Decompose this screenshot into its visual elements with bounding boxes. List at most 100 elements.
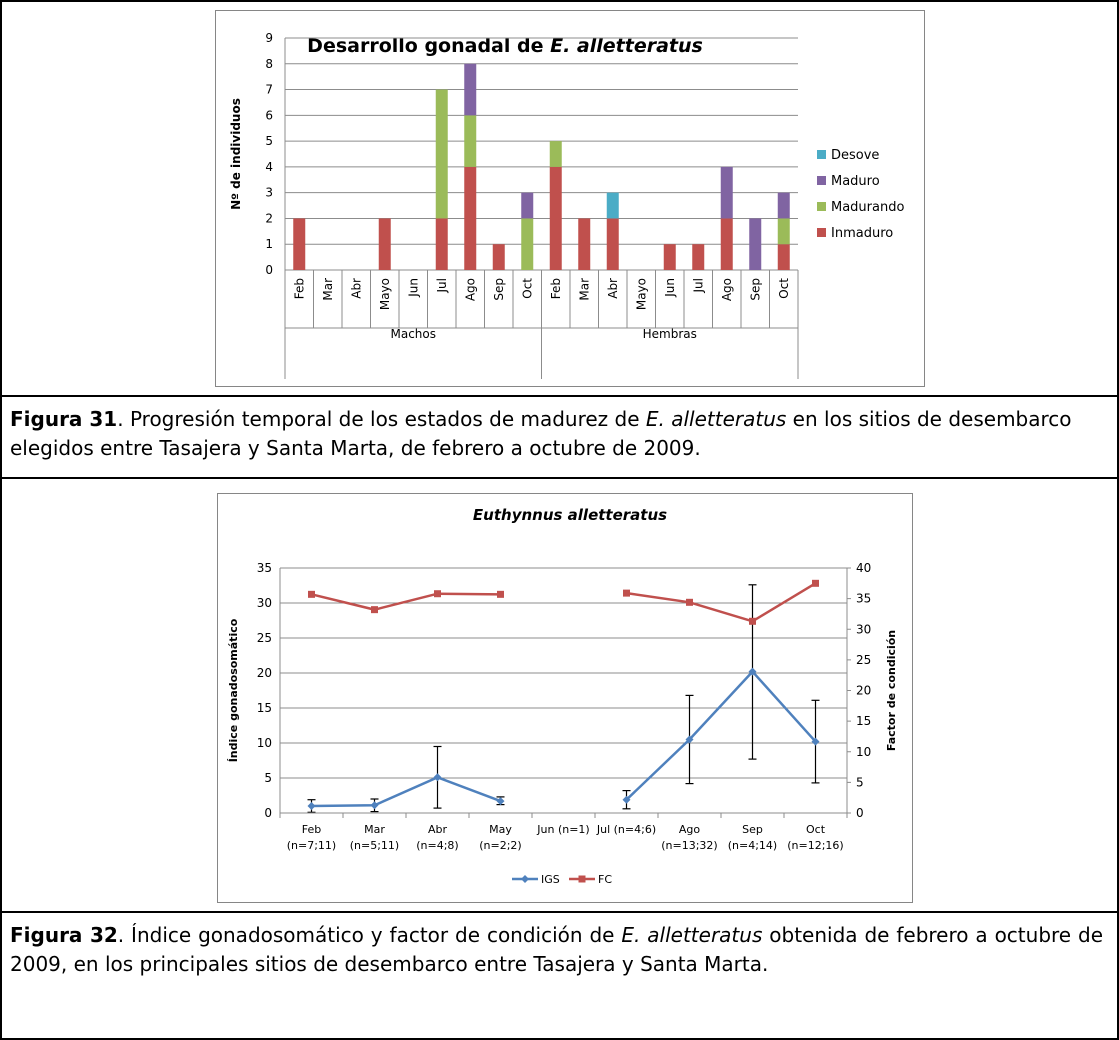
bar-segment-inmaduro (720, 218, 733, 270)
x-tick-label: Feb (292, 278, 306, 299)
y-tick-label: 6 (265, 108, 273, 122)
chart-title: Euthynnus alletteratus (473, 506, 667, 524)
figure-31-cell: Desarrollo gonadal de E. alletteratus 0 1 2… (0, 0, 1119, 395)
caption-species: E. alletteratus (621, 923, 763, 947)
y-tick-label: 25 (257, 631, 272, 645)
y2-tick-label: 25 (856, 653, 871, 667)
x-tick-label: Mar (577, 278, 591, 301)
x-tick-label: Oct (777, 278, 791, 299)
y-tick-label: 5 (264, 771, 272, 785)
y-axis-label: Nº de individuos (229, 98, 243, 210)
y-tick-label: 20 (257, 666, 272, 680)
gonadal-development-chart: Desarrollo gonadal de E. alletteratus 0 1 2… (215, 10, 925, 387)
y2-tick-label: 5 (856, 775, 864, 789)
y-tick-label: 5 (265, 134, 273, 148)
figure-31-caption: Figura 31. Progresión temporal de los es… (10, 405, 1103, 463)
point-fc (371, 606, 378, 614)
y-tick-label: 0 (265, 263, 273, 277)
chart-title-text: Desarrollo gonadal de (307, 35, 550, 57)
legend-label: IGS (541, 873, 560, 886)
group-label: Hembras (643, 327, 697, 341)
point-igs (496, 797, 505, 806)
group-label: Machos (390, 327, 436, 341)
point-igs (433, 773, 442, 782)
x-tick-label: Ago (463, 278, 477, 301)
y-tick-label: 30 (257, 596, 272, 610)
point-fc (749, 617, 756, 625)
bar-segment-inmaduro (663, 244, 676, 270)
point-fc (686, 598, 693, 606)
bar-segment-madurando (777, 218, 790, 245)
y-axis-label: Índice gonadosomático (227, 618, 240, 762)
x-tick-label: Jun (663, 278, 677, 298)
caption-label: Figura 32 (10, 923, 118, 947)
bar-segment-inmaduro (492, 244, 505, 270)
series-line-igs (311, 775, 501, 808)
x-tick-sublabel: (n=13;32) (661, 839, 717, 852)
x-tick-label: May (489, 823, 512, 836)
caption-label: Figura 31 (10, 407, 118, 431)
caption-text: . Progresión temporal de los estados de … (117, 407, 646, 431)
bar-segment-madurando (464, 115, 477, 167)
caption-species: E. alletteratus (645, 407, 787, 431)
bar-segment-madurando (435, 89, 448, 219)
point-igs (307, 802, 316, 810)
legend-label: Desove (831, 148, 879, 163)
bar-segment-inmaduro (692, 244, 705, 270)
y-tick-label: 35 (257, 561, 272, 575)
legend-marker (521, 875, 529, 883)
bar-segment-inmaduro (293, 218, 306, 270)
legend-label: Madurando (831, 200, 904, 215)
figure-32-caption: Figura 32. Índice gonadosomático y facto… (10, 921, 1103, 979)
x-tick-label: Sep (742, 823, 763, 836)
y-tick-label: 0 (264, 806, 272, 820)
legend-label: Maduro (831, 174, 880, 189)
chart-frame (215, 10, 925, 387)
x-tick-sublabel: (n=12;16) (787, 839, 843, 852)
series-line-fc (626, 582, 817, 623)
chart-title-species: E. alletteratus (550, 35, 703, 57)
x-tick-label: Jun (406, 278, 420, 298)
bar-segment-madurando (521, 218, 534, 270)
y-tick-label: 15 (257, 701, 272, 715)
y-tick-label: 3 (265, 186, 273, 200)
caption-text: en los sitios de desembarco elegidos ent… (10, 407, 1072, 460)
x-tick-label: Jul (n=4;6) (596, 823, 656, 836)
bar-segment-inmaduro (777, 244, 790, 270)
bar-segment-maduro (749, 218, 762, 270)
y-tick-label: 2 (265, 211, 273, 225)
bar-segment-desove (606, 192, 619, 219)
bar-segment-inmaduro (606, 218, 619, 270)
y2-tick-label: 0 (856, 806, 864, 820)
y2-tick-label: 40 (856, 561, 871, 575)
point-igs (811, 737, 820, 746)
x-tick-label: Jul (691, 278, 705, 293)
bar-segment-inmaduro (549, 166, 562, 270)
bar-segment-inmaduro (435, 218, 448, 270)
bar-segment-inmaduro (378, 218, 391, 270)
point-igs (685, 735, 694, 744)
caption-text: obtenida de febrero a octubre de 2009, e… (10, 923, 1104, 976)
figure-32-caption-cell: Figura 32. Índice gonadosomático y facto… (0, 911, 1119, 1040)
legend-swatch (817, 150, 826, 159)
x-tick-label: Ago (720, 278, 734, 301)
chart-title: Desarrollo gonadal de E. alletteratus (307, 35, 703, 57)
x-tick-label: Mayo (378, 278, 392, 310)
series-line-fc (311, 592, 501, 611)
bar-segment-maduro (777, 192, 790, 219)
figure-32-cell: Euthynnus alletteratus 0 5 10 15 20 25 30 35 0 5 10… (0, 477, 1119, 911)
y-tick-label: 10 (257, 736, 272, 750)
bar-segment-inmaduro (464, 166, 477, 270)
x-tick-label: Abr (428, 823, 448, 836)
legend-marker (578, 875, 586, 883)
bar-segment-maduro (464, 63, 477, 116)
x-tick-label: Abr (606, 278, 620, 299)
chart-frame (217, 493, 913, 903)
point-fc (434, 590, 441, 598)
x-tick-sublabel: (n=2;2) (479, 839, 521, 852)
bar-segment-maduro (521, 192, 534, 219)
x-tick-label: Abr (349, 278, 363, 299)
figure-31-caption-cell: Figura 31. Progresión temporal de los es… (0, 395, 1119, 477)
point-fc (497, 590, 504, 598)
x-tick-label: Jul (435, 278, 449, 293)
